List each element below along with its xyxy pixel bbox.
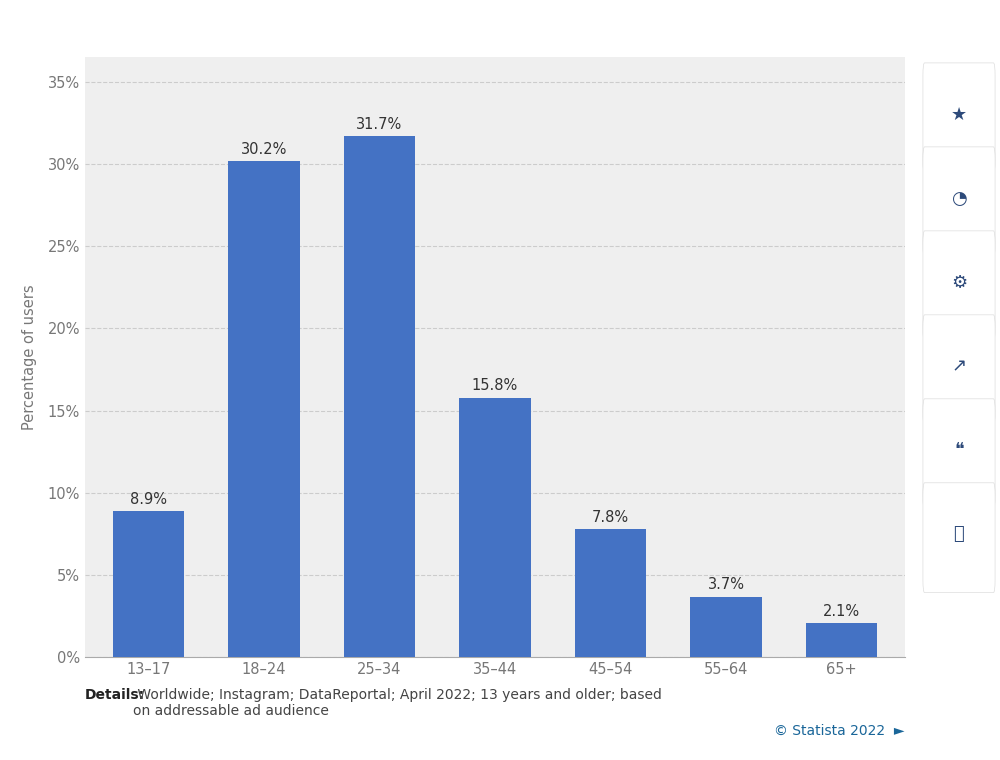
FancyBboxPatch shape — [923, 147, 995, 257]
Bar — [459, 397, 531, 657]
Text: 31.7%: 31.7% — [356, 117, 403, 131]
Bar — [228, 160, 300, 657]
Text: ⎙: ⎙ — [954, 525, 964, 543]
Text: ❝: ❝ — [954, 442, 964, 460]
Text: Worldwide; Instagram; DataReportal; April 2022; 13 years and older; based
on add: Worldwide; Instagram; DataReportal; Apri… — [133, 688, 662, 718]
FancyBboxPatch shape — [923, 315, 995, 425]
Text: ⚙: ⚙ — [951, 274, 967, 292]
Bar — [690, 597, 762, 657]
Text: 2.1%: 2.1% — [823, 603, 860, 619]
Text: 7.8%: 7.8% — [592, 510, 629, 525]
FancyBboxPatch shape — [923, 231, 995, 340]
Bar — [344, 136, 415, 657]
Y-axis label: Percentage of users: Percentage of users — [22, 284, 37, 430]
Text: ↗: ↗ — [951, 357, 967, 375]
Text: 8.9%: 8.9% — [130, 492, 167, 507]
FancyBboxPatch shape — [923, 399, 995, 508]
Bar — [113, 511, 184, 657]
Bar — [806, 623, 877, 657]
Text: 3.7%: 3.7% — [707, 578, 744, 593]
Text: © Statista 2022  ►: © Statista 2022 ► — [774, 724, 905, 737]
FancyBboxPatch shape — [923, 63, 995, 173]
Text: 15.8%: 15.8% — [472, 378, 518, 394]
Text: Details:: Details: — [85, 688, 145, 701]
Text: 30.2%: 30.2% — [241, 141, 287, 157]
Bar — [575, 529, 646, 657]
Text: ★: ★ — [951, 106, 967, 124]
FancyBboxPatch shape — [923, 483, 995, 593]
Text: ◔: ◔ — [951, 189, 967, 207]
